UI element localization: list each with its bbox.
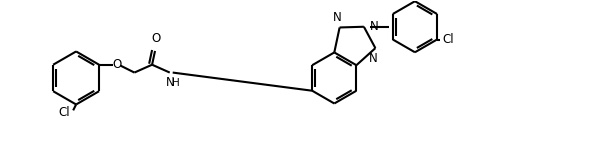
Text: N: N — [333, 10, 342, 24]
Text: N: N — [166, 76, 175, 90]
Text: N: N — [369, 52, 378, 65]
Text: Cl: Cl — [442, 33, 454, 46]
Text: N: N — [370, 20, 378, 33]
Text: Cl: Cl — [59, 106, 70, 119]
Text: O: O — [112, 58, 121, 71]
Text: O: O — [151, 32, 160, 45]
Text: H: H — [172, 78, 179, 88]
